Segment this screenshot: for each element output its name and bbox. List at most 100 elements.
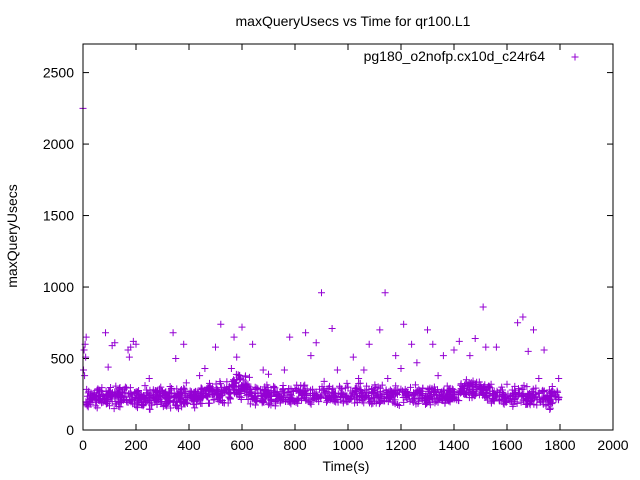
data-point: [531, 394, 539, 402]
data-point: [347, 387, 355, 395]
data-point: [508, 386, 516, 394]
data-point: [339, 399, 347, 407]
data-point: [169, 329, 177, 337]
data-point: [163, 400, 171, 408]
data-point: [307, 400, 315, 408]
data-point: [135, 387, 143, 395]
x-tick-label: 1800: [544, 437, 575, 453]
data-point: [351, 399, 359, 407]
data-point: [291, 385, 299, 393]
data-point: [167, 404, 175, 412]
data-point: [466, 352, 474, 360]
data-point: [445, 393, 453, 401]
data-point: [133, 404, 141, 412]
data-point: [385, 391, 393, 399]
data-point: [217, 320, 225, 328]
data-point: [121, 383, 129, 391]
data-point: [555, 393, 563, 401]
data-point: [298, 395, 306, 403]
data-point: [318, 383, 326, 391]
data-point: [479, 303, 487, 311]
data-point: [419, 384, 427, 392]
data-point: [441, 399, 449, 407]
axis-ticks: 0 200 400 600 800 1000 1200 1400 1600 1800 2000 0 50…: [43, 44, 629, 453]
x-tick-label: 0: [79, 437, 87, 453]
data-point: [242, 372, 250, 380]
data-point: [470, 387, 478, 395]
data-point: [333, 366, 341, 374]
data-point: [400, 320, 408, 328]
data-point: [100, 395, 108, 403]
data-point: [426, 392, 434, 400]
data-point: [228, 381, 236, 389]
data-point: [369, 385, 377, 393]
data-point: [222, 386, 230, 394]
data-point: [373, 390, 381, 398]
data-point: [405, 392, 413, 400]
data-point: [214, 388, 222, 396]
data-point: [429, 340, 437, 348]
data-point: [359, 392, 367, 400]
data-point: [284, 396, 292, 404]
data-point: [495, 396, 503, 404]
data-point: [418, 392, 426, 400]
data-point: [506, 392, 514, 400]
data-point: [83, 402, 91, 410]
data-point: [146, 394, 154, 402]
data-point: [112, 400, 120, 408]
data-point: [318, 391, 326, 399]
data-point: [256, 385, 264, 393]
data-point: [475, 378, 483, 386]
data-point: [141, 382, 149, 390]
data-point: [233, 353, 241, 361]
data-point: [201, 389, 209, 397]
data-point: [551, 389, 559, 397]
data-point: [301, 390, 309, 398]
data-point: [286, 333, 294, 341]
data-point: [460, 387, 468, 395]
data-point: [503, 380, 511, 388]
data-point: [484, 385, 492, 393]
data-point: [546, 406, 554, 414]
data-point: [210, 396, 218, 404]
data-point: [177, 394, 185, 402]
data-point: [415, 397, 423, 405]
data-point: [280, 366, 288, 374]
data-point: [423, 399, 431, 407]
data-point: [492, 392, 500, 400]
data-point: [402, 387, 410, 395]
data-point: [149, 393, 157, 401]
data-point: [258, 396, 266, 404]
data-point: [84, 389, 92, 397]
data-point: [398, 388, 406, 396]
data-point: [395, 401, 403, 409]
data-point: [243, 383, 251, 391]
x-axis-label: Time(s): [323, 458, 370, 474]
data-point: [408, 340, 416, 348]
data-point: [135, 396, 143, 404]
data-point: [182, 379, 190, 387]
data-point: [349, 353, 357, 361]
data-point: [265, 370, 272, 378]
data-point: [407, 383, 415, 391]
data-point: [378, 381, 386, 389]
data-point: [159, 387, 166, 395]
y-tick-label: 1500: [43, 208, 74, 224]
data-point: [102, 329, 110, 337]
data-point: [365, 385, 373, 393]
data-point: [410, 395, 418, 403]
data-point: [237, 375, 245, 383]
data-point: [279, 382, 287, 390]
data-point: [365, 340, 373, 348]
data-point: [388, 387, 396, 395]
data-point: [218, 384, 226, 392]
data-point: [376, 398, 384, 406]
data-point: [246, 400, 254, 408]
data-point: [306, 399, 314, 407]
data-point: [81, 372, 89, 380]
data-point: [311, 394, 319, 402]
data-point: [305, 396, 313, 404]
data-point: [80, 346, 88, 354]
data-point: [164, 396, 172, 404]
